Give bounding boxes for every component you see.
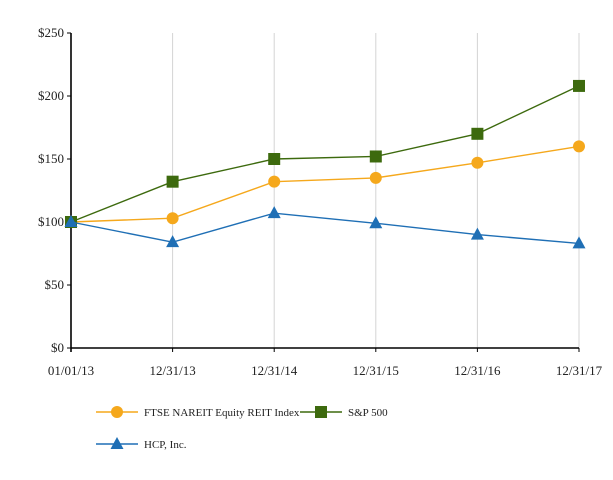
data-point <box>166 212 179 225</box>
x-tick-label: 12/31/17 <box>556 363 603 378</box>
x-tick-label: 01/01/13 <box>48 363 94 378</box>
legend-label: S&P 500 <box>348 407 388 419</box>
x-tick-label: 12/31/15 <box>353 363 399 378</box>
series-line <box>70 145 580 223</box>
legend-item: FTSE NAREIT Equity REIT Index <box>96 406 300 419</box>
data-point <box>573 140 585 153</box>
x-axis-tick-labels: 01/01/13 12/31/13 12/31/14 12/31/15 12/31/16… <box>48 363 603 378</box>
series-group <box>64 79 586 249</box>
legend-item: S&P 500 <box>300 406 388 419</box>
y-axis-tick-labels: $0 $50 $100 $150 $200 $250 <box>38 25 64 355</box>
x-tick-label: 12/31/16 <box>454 363 501 378</box>
y-tick-label: $200 <box>38 88 64 103</box>
series-line <box>70 85 580 223</box>
data-point <box>369 216 383 229</box>
legend: FTSE NAREIT Equity REIT Index S&P 500 HCP,… <box>96 406 388 451</box>
y-tick-label: $250 <box>38 25 64 40</box>
data-point <box>267 206 281 219</box>
x-tick-label: 12/31/13 <box>149 363 195 378</box>
series-line <box>70 212 580 245</box>
data-point <box>64 215 78 227</box>
data-point <box>268 175 281 188</box>
data-point <box>268 153 281 165</box>
data-point <box>369 171 382 184</box>
y-tick-label: $50 <box>45 277 65 292</box>
series-1 <box>65 79 585 228</box>
data-point <box>166 175 179 188</box>
series-2 <box>64 206 586 249</box>
axes <box>67 32 580 352</box>
legend-marker <box>111 406 123 418</box>
legend-marker <box>110 437 124 449</box>
legend-item: HCP, Inc. <box>96 437 187 451</box>
y-tick-label: $150 <box>38 151 64 166</box>
data-point <box>369 150 382 163</box>
data-point <box>470 227 484 240</box>
x-tick-label: 12/31/14 <box>251 363 298 378</box>
legend-label: HCP, Inc. <box>144 439 187 451</box>
grid-lines <box>172 33 580 348</box>
data-point <box>471 127 484 140</box>
data-point <box>572 236 586 249</box>
series-0 <box>65 140 585 228</box>
data-point <box>471 156 484 169</box>
data-point <box>166 235 180 248</box>
data-point <box>573 79 585 92</box>
y-tick-label: $0 <box>51 340 64 355</box>
legend-marker <box>315 406 327 418</box>
y-tick-label: $100 <box>38 214 64 229</box>
legend-label: FTSE NAREIT Equity REIT Index <box>144 407 300 419</box>
